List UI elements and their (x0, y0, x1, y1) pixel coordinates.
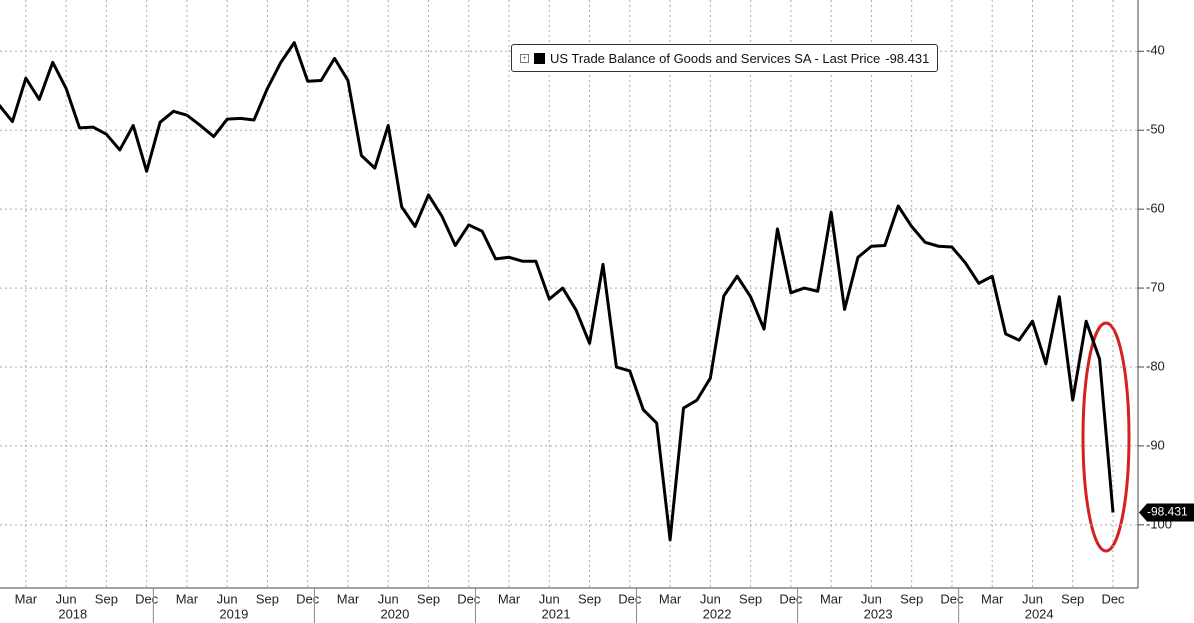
year-label: 2019 (219, 606, 248, 621)
x-tick-label: Sep (1061, 591, 1084, 606)
y-tick-label: -60 (1146, 201, 1165, 216)
last-price-tag (1139, 503, 1194, 522)
x-tick-label: Dec (1101, 591, 1125, 606)
year-label: 2024 (1025, 606, 1054, 621)
data-line (0, 41, 1115, 542)
legend-swatch (534, 52, 545, 64)
x-tick-label: Mar (337, 591, 360, 606)
y-tick-label: -40 (1146, 43, 1165, 58)
x-tick-label: Jun (861, 591, 882, 606)
last-price-label: -98.431 (1147, 505, 1188, 519)
legend-value: -98.431 (885, 50, 930, 66)
x-tick-label: Mar (498, 591, 521, 606)
x-tick-label: Sep (95, 591, 118, 606)
x-tick-label: Sep (417, 591, 440, 606)
year-label: 2023 (864, 606, 893, 621)
y-tick-label: -80 (1146, 358, 1165, 373)
x-tick-label: Mar (176, 591, 199, 606)
year-label: 2022 (703, 606, 732, 621)
x-tick-label: Mar (659, 591, 682, 606)
y-tick-label: -70 (1146, 280, 1165, 295)
legend-label: US Trade Balance of Goods and Services S… (550, 50, 881, 66)
x-tick-label: Dec (457, 591, 481, 606)
x-tick-label: Sep (256, 591, 279, 606)
x-tick-label: Dec (296, 591, 320, 606)
legend-toggle[interactable]: + (520, 53, 529, 63)
x-tick-label: Mar (981, 591, 1004, 606)
x-tick-label: Dec (940, 591, 964, 606)
x-tick-label: Dec (779, 591, 803, 606)
x-tick-label: Sep (739, 591, 762, 606)
year-label: 2018 (58, 606, 87, 621)
x-tick-label: Jun (378, 591, 399, 606)
y-tick-label: -90 (1146, 437, 1165, 452)
x-tick-label: Mar (820, 591, 843, 606)
x-tick-label: Jun (1022, 591, 1043, 606)
x-tick-label: Jun (539, 591, 560, 606)
y-tick-label: -50 (1146, 122, 1165, 137)
x-tick-label: Jun (700, 591, 721, 606)
x-tick-label: Sep (900, 591, 923, 606)
year-label: 2021 (542, 606, 571, 621)
year-label: 2020 (380, 606, 409, 621)
x-tick-label: Dec (135, 591, 159, 606)
x-tick-label: Jun (217, 591, 238, 606)
highlight-ellipse (1081, 321, 1131, 553)
x-tick-label: Dec (618, 591, 642, 606)
legend: + US Trade Balance of Goods and Services… (511, 44, 939, 72)
x-tick-label: Sep (578, 591, 601, 606)
x-tick-label: Mar (15, 591, 38, 606)
x-tick-label: Jun (56, 591, 77, 606)
